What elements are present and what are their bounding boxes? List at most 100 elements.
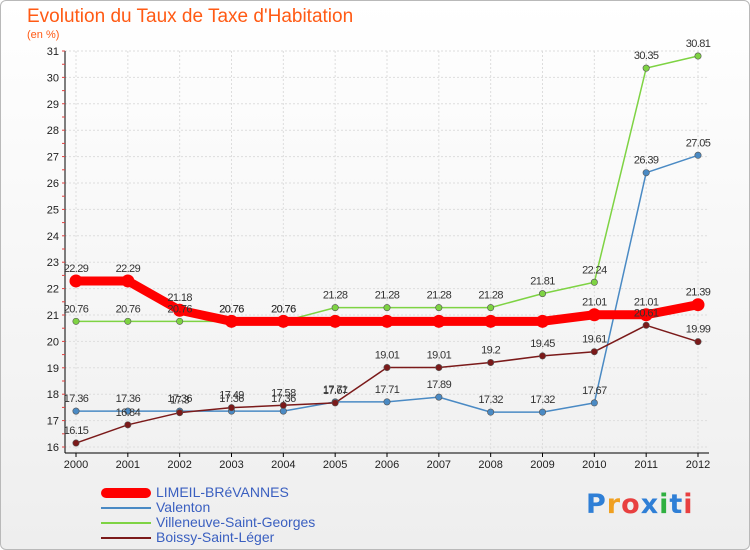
y-tick-label: 21 [47, 310, 59, 322]
chart-title: Evolution du Taux de Taxe d'Habitation [27, 6, 354, 27]
x-tick-label: 2011 [634, 459, 658, 471]
data-label: 21.28 [375, 290, 400, 302]
data-point [639, 308, 653, 322]
y-tick-label: 25 [47, 204, 59, 216]
data-point [590, 348, 598, 356]
data-label: 19.99 [686, 324, 711, 336]
legend-label: Boissy-Saint-Léger [156, 529, 275, 545]
data-point [72, 407, 80, 415]
y-tick-label: 27 [47, 152, 59, 164]
data-point [487, 304, 495, 312]
data-label: 17.3 [170, 395, 189, 407]
data-point [694, 52, 702, 60]
data-point [176, 317, 184, 325]
data-label: 20.76 [167, 303, 192, 315]
data-label: 30.35 [634, 50, 659, 62]
data-point [124, 407, 132, 415]
data-label: 17.36 [219, 393, 244, 405]
data-point [380, 314, 394, 328]
data-label: 20.76 [219, 303, 244, 315]
data-label: 21.01 [634, 297, 659, 309]
data-point [435, 393, 443, 401]
data-label: 21.39 [686, 287, 711, 299]
data-point [590, 399, 598, 407]
data-point [383, 304, 391, 312]
x-tick-label: 2005 [323, 459, 347, 471]
y-tick-label: 23 [47, 257, 59, 269]
legend-label: Valenton [156, 499, 211, 515]
y-tick-label: 30 [47, 72, 59, 84]
data-point [331, 304, 339, 312]
data-point [435, 364, 443, 372]
data-point [587, 308, 601, 322]
x-tick-label: 2010 [582, 459, 606, 471]
data-point [691, 298, 705, 312]
x-tick-label: 2004 [271, 459, 295, 471]
data-point [124, 317, 132, 325]
y-tick-label: 19 [47, 363, 59, 375]
data-label: 21.28 [323, 290, 348, 302]
data-label: 17.36 [167, 393, 192, 405]
data-point [173, 303, 187, 317]
x-tick-label: 2001 [116, 459, 140, 471]
y-tick-label: 24 [47, 231, 59, 243]
legend-swatch [101, 537, 151, 539]
data-point [487, 359, 495, 367]
data-label: 19.61 [582, 334, 607, 346]
x-tick-label: 2003 [219, 459, 243, 471]
data-point [279, 401, 287, 409]
data-label: 19.2 [481, 345, 500, 357]
data-label: 19.01 [427, 350, 452, 362]
y-tick-label: 16 [47, 442, 59, 454]
data-label: 17.67 [582, 385, 607, 397]
data-label: 17.36 [271, 393, 296, 405]
data-label: 21.81 [530, 276, 555, 288]
data-point [331, 399, 339, 407]
x-tick-label: 2009 [530, 459, 554, 471]
legend-swatch [101, 522, 151, 524]
legend-label: Villeneuve-Saint-Georges [156, 514, 316, 530]
data-label: 22.29 [116, 263, 141, 275]
data-label: 21.01 [582, 297, 607, 309]
data-label: 22.29 [64, 263, 89, 275]
proxiti-logo: Proxiti [586, 489, 694, 520]
data-label: 17.58 [271, 387, 296, 399]
y-tick-label: 28 [47, 125, 59, 137]
data-point [538, 408, 546, 416]
data-point [536, 314, 549, 328]
data-label: 19.45 [530, 338, 555, 350]
data-point [279, 407, 287, 415]
data-label: 20.76 [64, 303, 89, 315]
data-label: 17.36 [64, 393, 89, 405]
data-point [124, 421, 132, 429]
data-point [590, 278, 598, 286]
x-tick-label: 2002 [167, 459, 191, 471]
data-point [383, 398, 391, 406]
data-point [72, 439, 80, 447]
data-point [642, 64, 650, 72]
legend-swatch [101, 488, 151, 498]
data-label: 21.28 [427, 290, 452, 302]
data-point [276, 314, 290, 328]
data-point [121, 274, 135, 288]
data-point [487, 408, 495, 416]
data-label: 16.15 [64, 425, 89, 437]
data-label: 17.32 [478, 394, 503, 406]
data-point [225, 314, 238, 328]
data-label: 17.32 [530, 394, 555, 406]
data-label: 20.61 [634, 307, 659, 319]
data-point [176, 409, 184, 417]
data-label: 16.84 [116, 407, 141, 419]
data-label: 17.71 [375, 384, 400, 396]
data-point [642, 169, 650, 177]
data-point [328, 314, 342, 328]
data-label: 20.76 [271, 303, 296, 315]
data-label: 27.05 [686, 137, 711, 149]
y-tick-label: 22 [47, 284, 59, 296]
data-label: 17.36 [116, 393, 141, 405]
data-label: 19.01 [375, 350, 400, 362]
legend-swatch [101, 507, 151, 509]
x-tick-label: 2007 [427, 459, 451, 471]
data-label: 26.39 [634, 155, 659, 167]
